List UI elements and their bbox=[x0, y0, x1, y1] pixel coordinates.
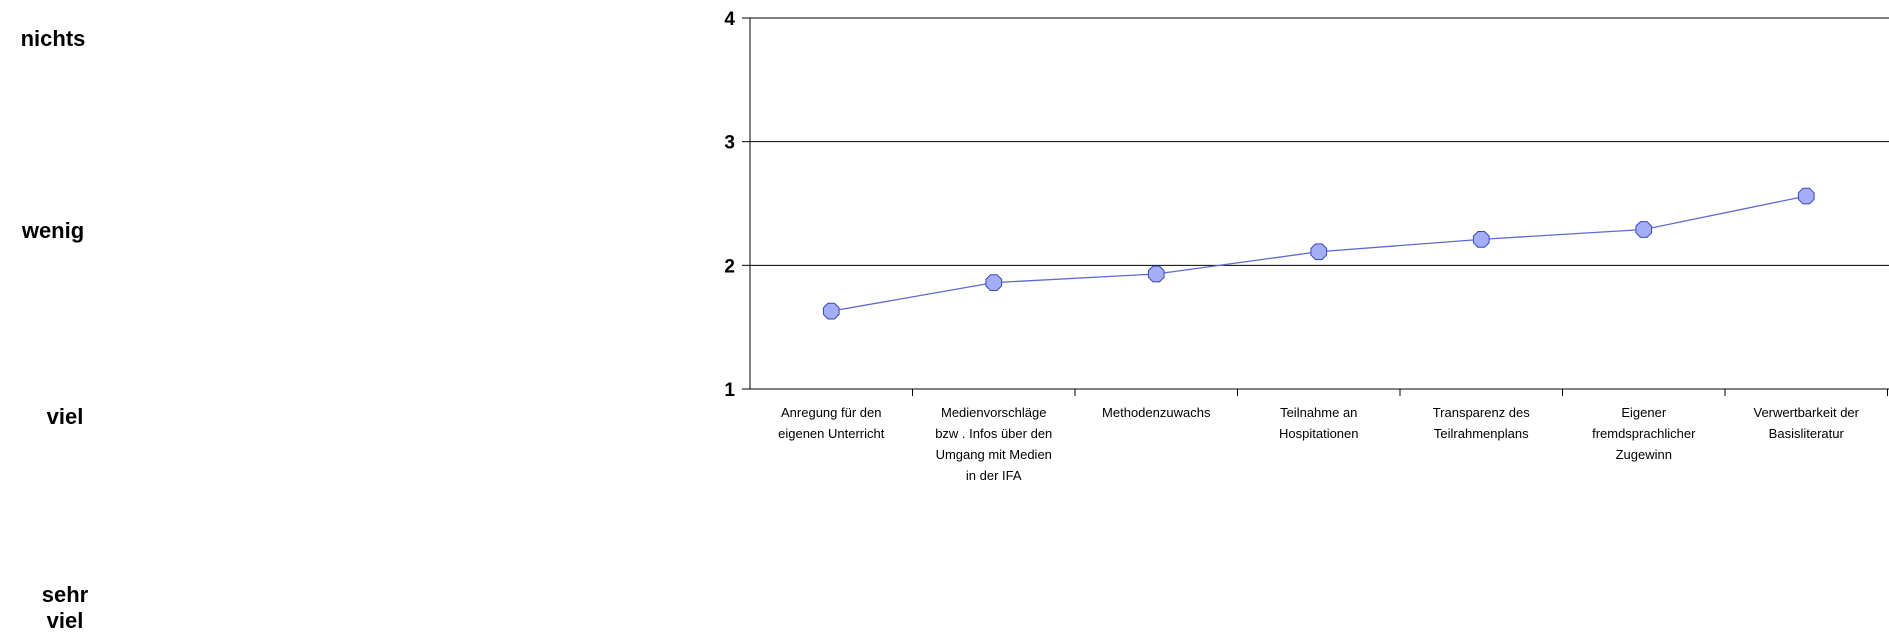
x-tick-label-2: Methodenzuwachs bbox=[1102, 405, 1211, 420]
x-tick-label-line: Basisliteratur bbox=[1769, 426, 1845, 441]
scale-label-wenig: wenig bbox=[21, 218, 85, 243]
data-point-0 bbox=[822, 302, 840, 320]
x-tick-label-0: Anregung für den eigenen Unterricht bbox=[778, 405, 885, 441]
data-point-6 bbox=[1797, 187, 1815, 205]
x-tick-label-4: Transparenz des Teilrahmenplans bbox=[1433, 405, 1531, 441]
scale-label-nichts: nichts bbox=[20, 26, 86, 51]
x-tick-label-line: Verwertbarkeit der bbox=[1754, 405, 1860, 420]
data-point-5 bbox=[1635, 221, 1653, 238]
x-tick-label-line: Methodenzuwachs bbox=[1102, 405, 1211, 420]
x-tick-label-line: Medienvorschläge bbox=[941, 405, 1047, 420]
x-tick-label-line: Eigener bbox=[1621, 405, 1666, 420]
x-tick-label-1: Medienvorschläge bzw . Infos über den Umga… bbox=[935, 405, 1052, 483]
x-tick-label-line: bzw . Infos über den bbox=[935, 426, 1052, 441]
x-tick-label-line: eigenen Unterricht bbox=[778, 426, 885, 441]
y-tick-label-4: 4 bbox=[724, 9, 735, 30]
x-tick-label-3: Teilnahme an Hospitationen bbox=[1279, 405, 1359, 441]
y-tick-label-1: 1 bbox=[724, 380, 735, 401]
x-tick-label-line: in der IFA bbox=[966, 468, 1022, 483]
x-tick-label-line: Teilnahme an bbox=[1280, 405, 1357, 420]
x-tick-label-line: Umgang mit Medien bbox=[936, 447, 1052, 462]
scale-label-viel: viel bbox=[46, 404, 84, 429]
x-tick-label-line: Zugewinn bbox=[1616, 447, 1672, 462]
x-tick-label-line: Anregung für den bbox=[781, 405, 881, 420]
x-tick-label-line: Transparenz des bbox=[1433, 405, 1531, 420]
x-tick-label-6: Verwertbarkeit der Basisliteratur bbox=[1754, 405, 1860, 441]
data-point-1 bbox=[985, 274, 1003, 291]
y-tick-label-2: 2 bbox=[724, 256, 735, 277]
x-tick-label-line: Teilrahmenplans bbox=[1434, 426, 1529, 441]
data-point-2 bbox=[1147, 265, 1165, 283]
y-tick-label-3: 3 bbox=[724, 133, 735, 154]
data-point-4 bbox=[1472, 231, 1490, 248]
x-tick-label-5: Eigener fremdsprachlicher Zugewinn bbox=[1592, 405, 1696, 462]
x-tick-label-line: fremdsprachlicher bbox=[1592, 426, 1696, 441]
scale-label-sehr-viel-line2: viel bbox=[46, 608, 84, 633]
data-point-3 bbox=[1310, 243, 1328, 261]
x-tick-label-line: Hospitationen bbox=[1279, 426, 1359, 441]
scale-label-sehr: sehr bbox=[41, 582, 89, 607]
